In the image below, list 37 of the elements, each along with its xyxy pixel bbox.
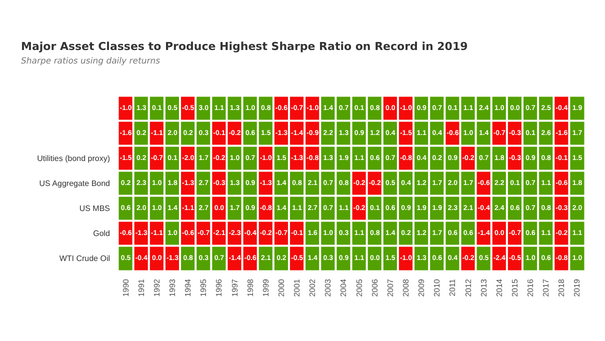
x-tick-label: 2007 <box>386 278 395 297</box>
x-tick-label: 2001 <box>292 278 302 297</box>
x-tick-label: 2003 <box>324 278 333 297</box>
x-tick-label: 2006 <box>370 278 380 297</box>
x-tick-label: 2009 <box>417 278 426 297</box>
x-tick-label: 2018 <box>557 278 566 297</box>
x-tick-label: 1996 <box>214 278 224 297</box>
x-tick-label: 2017 <box>542 278 551 297</box>
chart-subtitle: Sharpe ratios using daily returns <box>21 56 161 66</box>
x-tick-label: 2004 <box>339 278 348 297</box>
x-tick-label: 1997 <box>230 278 240 297</box>
x-tick-label: 2010 <box>432 278 442 297</box>
x-tick-label: 2019 <box>572 278 582 297</box>
x-tick-label: 1990 <box>121 278 130 297</box>
y-tick-label: Utilities (bond proxy) <box>37 154 110 163</box>
y-tick-label: US Aggregate Bond <box>39 179 110 188</box>
x-tick-label: 2008 <box>401 278 410 297</box>
x-tick-label: 2016 <box>526 278 536 297</box>
x-tick-label: 1998 <box>246 278 255 297</box>
x-tick-label: 2011 <box>448 278 458 296</box>
x-tick-label: 2013 <box>479 278 488 297</box>
y-tick-label: US MBS <box>79 204 110 213</box>
x-tick-label: 1992 <box>152 278 162 297</box>
x-tick-label: 1995 <box>199 278 208 297</box>
x-tick-label: 2012 <box>464 278 473 297</box>
x-tick-label: 1993 <box>168 278 177 297</box>
x-tick-label: 2014 <box>494 278 504 297</box>
y-tick-label: Gold <box>93 229 110 238</box>
y-tick-label: WTI Crude Oil <box>59 254 110 263</box>
x-tick-label: 2015 <box>510 278 520 297</box>
x-tick-label: 1994 <box>184 278 193 297</box>
x-tick-label: 1991 <box>136 278 146 297</box>
x-tick-label: 2000 <box>276 278 286 297</box>
chart-title: Major Asset Classes to Produce Highest Sharpe Ratio on Record in 2019 <box>21 40 468 53</box>
x-tick-label: 2002 <box>308 278 318 297</box>
x-tick-label: 1999 <box>261 278 270 297</box>
x-tick-label: 2005 <box>354 278 364 297</box>
